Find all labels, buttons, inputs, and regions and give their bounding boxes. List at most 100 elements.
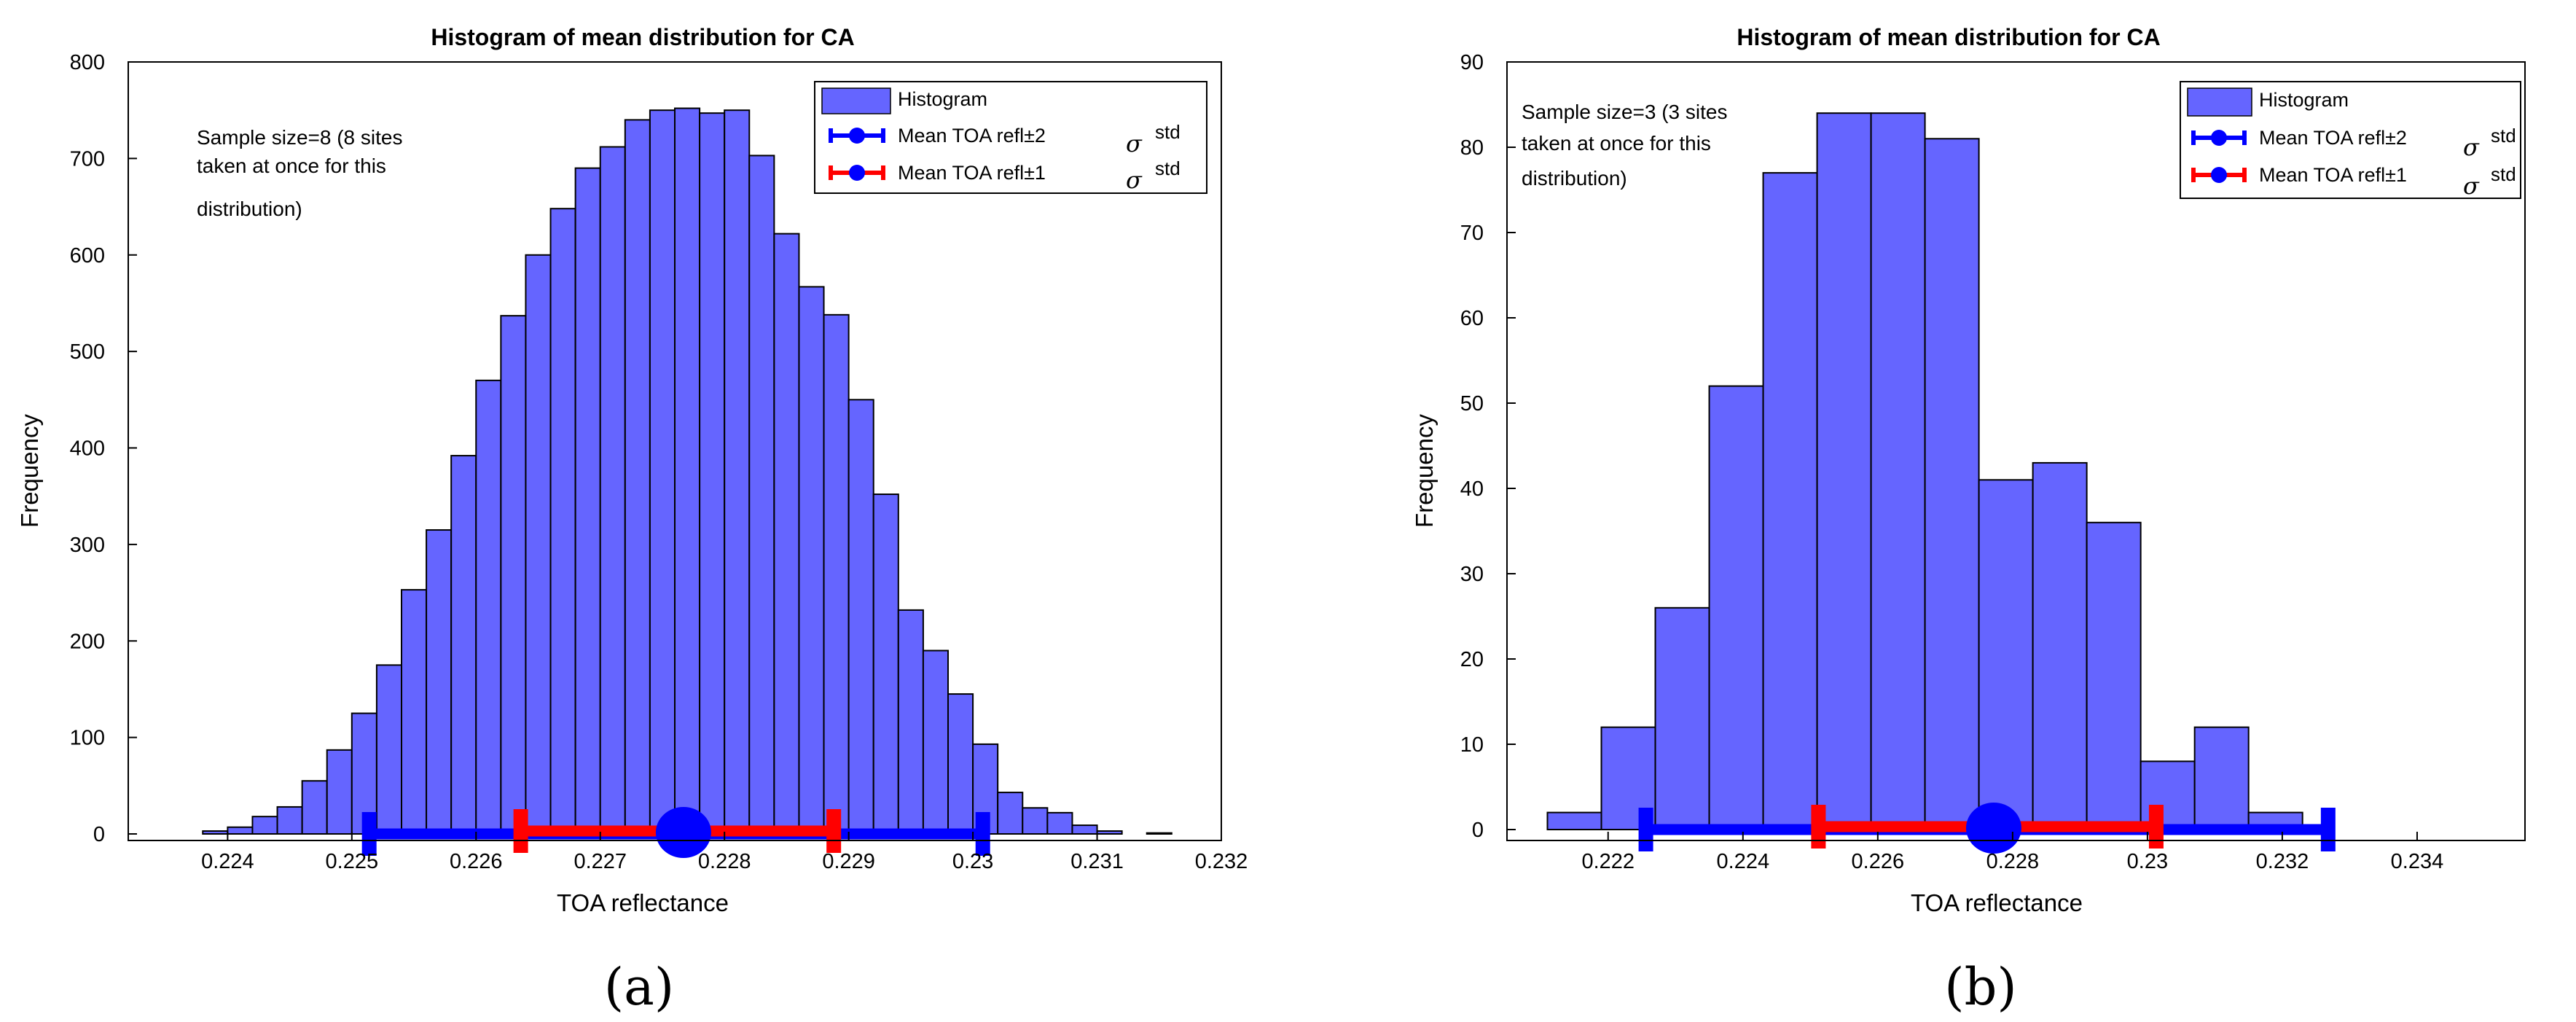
histogram-bar — [1870, 112, 1926, 830]
y-tick-label: 20 — [1460, 648, 1484, 671]
histogram-bars — [202, 107, 1172, 835]
histogram-bar — [375, 664, 403, 835]
y-tick-label: 800 — [70, 51, 105, 74]
legend: Histogram Mean TOA refl±2 Mean TOA refl±… — [814, 81, 1207, 194]
one-sigma-cap — [826, 809, 842, 853]
histogram-bar — [897, 609, 924, 835]
x-axis-label: TOA reflectance — [557, 889, 729, 916]
histogram-bar — [773, 233, 800, 835]
one-sigma-cap — [2148, 805, 2164, 849]
histogram-bar — [947, 693, 974, 835]
two-sigma-cap — [1638, 808, 1653, 851]
y-tick-label: 40 — [1460, 477, 1484, 501]
legend: Histogram Mean TOA refl±2 Mean TOA refl±… — [2180, 81, 2521, 200]
x-tick-label: 0.225 — [326, 850, 379, 873]
x-tick-label: 0.226 — [1852, 850, 1905, 873]
histogram-bar — [450, 455, 477, 835]
x-tick-label: 0.226 — [450, 850, 503, 873]
one-sigma-cap — [1811, 805, 1826, 849]
y-tick-label: 300 — [70, 534, 105, 557]
y-ticks: 0 100 200 300 400 500 600 700 800 — [70, 51, 137, 846]
histogram-bar — [276, 805, 303, 835]
histogram-bar — [326, 749, 353, 835]
histogram-bar — [1096, 830, 1123, 835]
x-tick-label: 0.222 — [1581, 850, 1635, 873]
annotation-line: taken at once for this — [1522, 132, 1711, 155]
y-axis-label: Frequency — [1411, 414, 1438, 528]
legend-sigma-superscript: std — [1155, 121, 1181, 143]
legend-one-sigma-marker — [829, 165, 885, 181]
plot-frame — [128, 61, 1222, 841]
x-tick-label: 0.228 — [1986, 850, 2040, 873]
histogram-bar — [525, 254, 552, 835]
x-tick-label: 0.23 — [2127, 850, 2168, 873]
histogram-bar — [748, 155, 775, 835]
annotation-line: distribution) — [1522, 167, 1627, 190]
x-tick-label: 0.227 — [573, 850, 627, 873]
x-tick-label: 0.224 — [1717, 850, 1770, 873]
sample-annotation: Sample size=8 (8 sites taken at once for… — [197, 126, 402, 220]
histogram-bar — [599, 146, 626, 835]
y-tick-label: 90 — [1460, 51, 1484, 74]
x-tick-label: 0.232 — [1195, 850, 1248, 873]
y-tick-label: 0 — [1472, 819, 1484, 842]
histogram-bar — [2086, 521, 2142, 830]
histogram-bar — [227, 826, 254, 835]
histogram-bar — [202, 830, 229, 835]
histogram-bar — [1071, 824, 1098, 835]
mean-marker — [655, 807, 711, 858]
annotation-line: distribution) — [197, 198, 302, 220]
histogram-bar — [1046, 811, 1073, 835]
histogram-bar — [823, 313, 850, 835]
legend-two-sigma-marker — [829, 128, 885, 144]
legend-sigma-symbol: σ — [1126, 130, 1143, 157]
plot-frame — [1506, 61, 2526, 841]
histogram-bar — [1816, 112, 1872, 830]
y-tick-label: 60 — [1460, 307, 1484, 330]
legend-two-sigma-marker — [2191, 130, 2247, 146]
histogram-bars — [1546, 112, 2303, 831]
histogram-bar — [301, 780, 328, 835]
x-tick-label: 0.228 — [698, 850, 751, 873]
y-tick-label: 600 — [70, 244, 105, 268]
y-tick-label: 100 — [70, 727, 105, 750]
y-axis-label: Frequency — [16, 414, 43, 528]
legend-sigma-superscript: std — [2491, 163, 2516, 185]
histogram-bar — [997, 792, 1024, 835]
y-tick-label: 10 — [1460, 733, 1484, 757]
legend-label-one-sigma: Mean TOA refl±1 — [2259, 164, 2407, 186]
histogram-bar — [724, 109, 751, 835]
legend-label-histogram: Histogram — [2259, 89, 2349, 111]
legend-histogram-swatch — [821, 87, 891, 114]
mean-marker — [1965, 803, 2021, 854]
x-tick-label: 0.23 — [952, 850, 993, 873]
panel-a: Histogram of mean distribution for CA TO… — [16, 24, 1248, 1017]
x-axis-label: TOA reflectance — [1911, 889, 2083, 916]
histogram-bar — [251, 816, 278, 835]
y-tick-label: 0 — [93, 823, 105, 846]
x-ticks: 0.224 0.225 0.226 0.227 0.228 0.229 0.23 0.231 0… — [201, 832, 1248, 873]
legend-label-one-sigma: Mean TOA refl±1 — [898, 162, 1046, 184]
legend-sigma-symbol: σ — [2463, 133, 2480, 161]
histogram-bar — [549, 208, 576, 835]
sample-annotation: Sample size=3 (3 sites taken at once for… — [1522, 101, 1727, 190]
one-sigma-cap — [513, 809, 528, 853]
x-tick-label: 0.229 — [822, 850, 875, 873]
histogram-bar — [1146, 832, 1172, 835]
histogram-bar — [401, 589, 428, 835]
legend-histogram-swatch — [2187, 87, 2252, 117]
y-ticks: 0 10 20 30 40 50 60 70 80 90 — [1460, 51, 1516, 842]
histogram-bar — [1022, 807, 1049, 835]
panel-label: (a) — [604, 957, 674, 1017]
panel-b: Histogram of mean distribution for CA TO… — [1411, 24, 2526, 1017]
legend-label-two-sigma: Mean TOA refl±2 — [898, 125, 1046, 147]
y-tick-label: 400 — [70, 437, 105, 461]
histogram-bar — [2032, 461, 2088, 831]
histogram-bar — [2140, 760, 2196, 831]
chart-title: Histogram of mean distribution for CA — [431, 24, 854, 50]
histogram-bar — [674, 107, 701, 835]
error-bars — [361, 807, 990, 858]
histogram-bar — [922, 650, 949, 835]
legend-label-two-sigma: Mean TOA refl±2 — [2259, 127, 2407, 149]
